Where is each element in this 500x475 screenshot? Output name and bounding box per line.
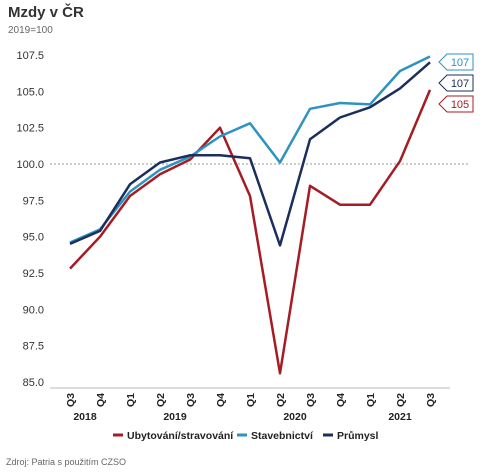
- end-label-text: 107: [451, 57, 469, 69]
- x-tick-label: Q2: [155, 393, 167, 407]
- legend-label: Průmysl: [337, 430, 379, 442]
- y-tick-label: 102.5: [16, 123, 44, 135]
- chart-title: Mzdy v ČR: [8, 4, 84, 21]
- series-line-1: [69, 89, 432, 375]
- x-tick-label: Q3: [65, 393, 77, 407]
- year-label: 2019: [163, 411, 187, 423]
- chart-subtitle: 2019=100: [8, 25, 53, 36]
- source-note: Zdroj: Patria s použitím CZSO: [6, 457, 127, 467]
- x-tick-label: Q3: [185, 393, 197, 407]
- end-label-1: 105: [438, 95, 474, 113]
- y-tick-label: 85.0: [23, 377, 44, 389]
- y-tick-label: 87.5: [23, 341, 44, 353]
- year-label: 2020: [283, 411, 307, 423]
- x-tick-label: Q2: [275, 393, 287, 407]
- year-label: 2018: [73, 411, 97, 423]
- x-tick-label: Q4: [215, 393, 227, 407]
- legend-label: Ubytování/stravování: [127, 430, 234, 442]
- x-tick-label: Q3: [305, 393, 317, 407]
- y-tick-label: 107.5: [16, 50, 44, 62]
- y-tick-label: 97.5: [23, 195, 44, 207]
- y-tick-label: 90.0: [23, 304, 44, 316]
- y-tick-label: 105.0: [16, 86, 44, 98]
- legend-label: Stavebnictví: [251, 430, 314, 442]
- y-tick-label: 100.0: [16, 159, 44, 171]
- end-label-box: [438, 74, 474, 92]
- y-tick-label: 95.0: [23, 232, 44, 244]
- end-label-box: [438, 95, 474, 113]
- end-label-2: 107: [438, 53, 474, 71]
- end-label-box: [438, 53, 474, 71]
- x-tick-label: Q1: [125, 393, 137, 407]
- x-tick-label: Q1: [365, 393, 377, 407]
- end-label-3: 107: [438, 74, 474, 92]
- end-label-text: 105: [451, 99, 469, 111]
- x-tick-label: Q4: [335, 393, 347, 407]
- end-label-text: 107: [451, 78, 469, 90]
- year-label: 2021: [388, 411, 412, 423]
- legend-item-2: Stavebnictví: [237, 430, 314, 442]
- x-tick-label: Q3: [425, 393, 437, 407]
- y-tick-label: 92.5: [23, 268, 44, 280]
- x-tick-label: Q4: [95, 393, 107, 407]
- x-tick-label: Q1: [245, 393, 257, 407]
- legend-item-3: Průmysl: [323, 430, 379, 442]
- legend-item-1: Ubytování/stravování: [113, 430, 234, 442]
- x-tick-label: Q2: [395, 393, 407, 407]
- series-line-3: [69, 61, 431, 247]
- series-line-2: [69, 55, 431, 244]
